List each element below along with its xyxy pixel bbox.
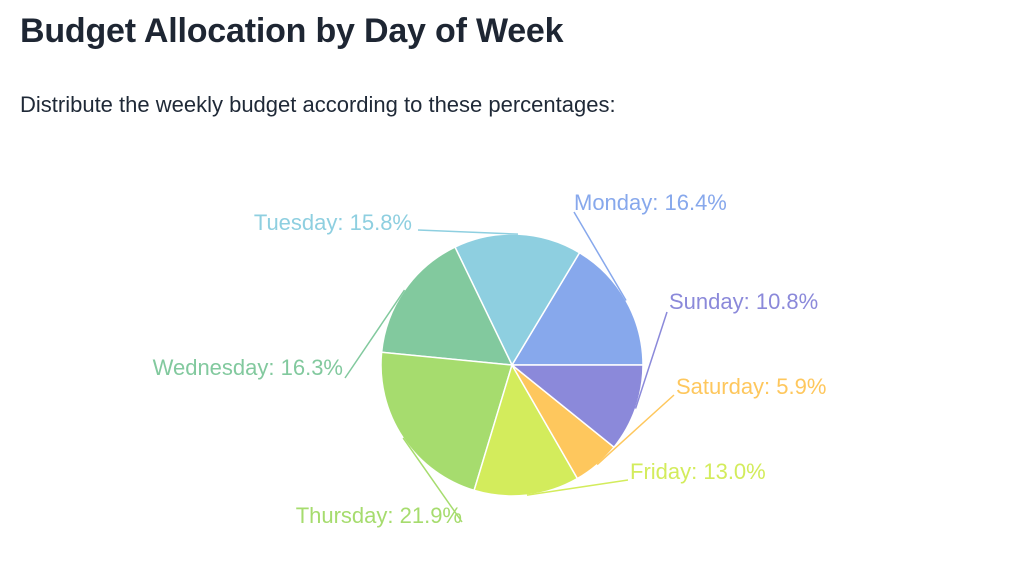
- leader-line-wednesday: [344, 289, 406, 379]
- slice-label-thursday: Thursday: 21.9%: [296, 503, 462, 528]
- page-subtitle: Distribute the weekly budget according t…: [20, 92, 616, 117]
- slice-label-wednesday: Wednesday: 16.3%: [153, 355, 343, 380]
- slice-label-sunday: Sunday: 10.8%: [669, 289, 818, 314]
- leader-line-saturday: [596, 394, 675, 466]
- pie-leader-lines: [344, 211, 675, 523]
- slice-label-saturday: Saturday: 5.9%: [676, 374, 826, 399]
- pie-slice-friday: [473, 363, 579, 497]
- pie-labels: Monday: 16.4% Tuesday: 15.8% Wednesday: 16…: [153, 190, 827, 528]
- leader-line-monday: [573, 211, 627, 301]
- page-title: Budget Allocation by Day of Week: [20, 12, 564, 50]
- leader-line-friday: [526, 479, 629, 496]
- slice-label-tuesday: Tuesday: 15.8%: [254, 210, 412, 235]
- pie-slices: [380, 233, 644, 497]
- leader-line-thursday: [402, 437, 463, 523]
- leader-line-sunday: [634, 311, 668, 409]
- leader-line-tuesday: [417, 229, 518, 235]
- slice-label-monday: Monday: 16.4%: [574, 190, 727, 215]
- slice-label-friday: Friday: 13.0%: [630, 459, 766, 484]
